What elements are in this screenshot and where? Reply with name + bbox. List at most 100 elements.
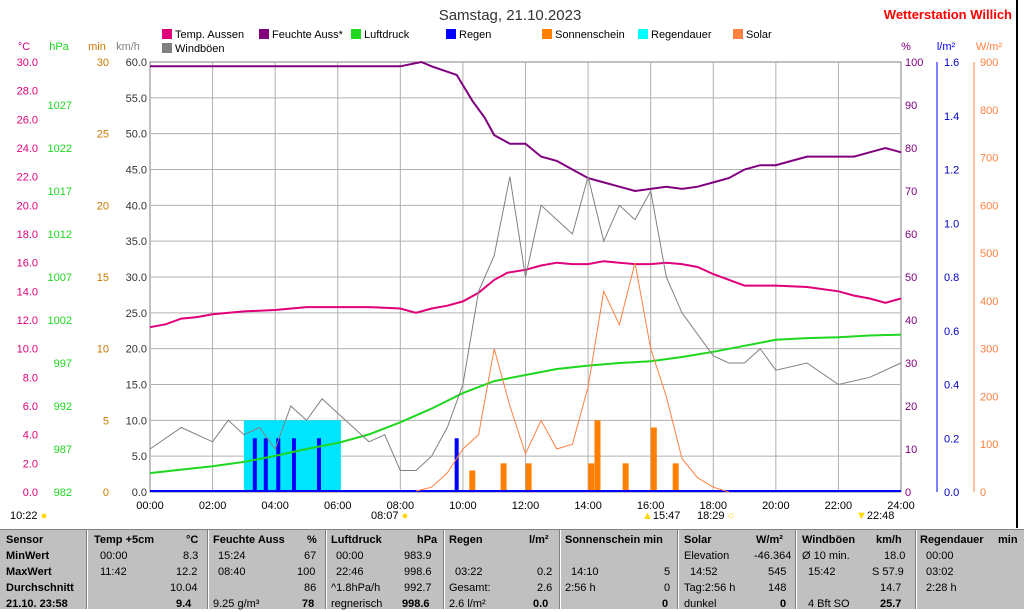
temp-tick-label: 28.0 [17,86,38,98]
x-tick-label: 02:00 [199,500,227,512]
temp-tick-label: 14.0 [17,286,38,298]
minutes-tick-label: 10 [97,344,109,356]
temp-tick-label: 22.0 [17,172,38,184]
wind-tick-label: 15.0 [126,380,147,392]
pressure-tick-label: 992 [54,401,72,413]
unit-percent: % [901,41,911,53]
pressure-tick-label: 987 [54,444,72,456]
legend-label: Regendauer [651,29,712,41]
temp-tick-label: 6.0 [23,401,38,413]
temp-tick-label: 2.0 [23,458,38,470]
wind-tick-label: 30.0 [126,272,147,284]
rain-bar [276,438,281,492]
temp-tick-label: 26.0 [17,114,38,126]
legend-swatch [542,29,552,39]
x-tick-label: 12:00 [512,500,540,512]
table-header: Sensor Temp +5cm °C Feuchte Auss % Luftd… [6,534,1018,546]
wind-gust-line [149,176,902,471]
legend-swatch [638,29,648,39]
wind-tick-label: 55.0 [126,93,147,105]
legend-swatch [351,29,361,39]
rain-tick-label: 0.2 [944,433,959,445]
x-tick-label: 00:00 [136,500,164,512]
chart: 00:00 02:00 04:00 06:00 08:00 10:00 12:00 14:00… [16,0,1018,528]
legend-label: Temp. Aussen [175,29,244,41]
rain-tick-label: 0.0 [944,487,959,499]
x-tick-label: 24:00 [887,500,915,512]
unit-minutes: min [88,41,106,53]
humidity-tick-label: 0 [905,487,911,499]
temp-tick-label: 12.0 [17,315,38,327]
wind-tick-label: 40.0 [126,200,147,212]
temp-tick-label: 8.0 [23,372,38,384]
table-row-current: 21.10. 23:58 9.4 9.25 g/m³ 78 regnerisch… [6,598,902,610]
solar-line [415,262,730,493]
x-tick-label: 20:00 [762,500,790,512]
solar-tick-label: 800 [980,105,998,117]
sunshine-bar [594,420,601,492]
x-tick-label: 14:00 [574,500,602,512]
pressure-tick-label: 1002 [48,315,72,327]
table-row-min: MinWert 00:00 8.3 15:24 67 00:00 983.9 E… [6,550,954,562]
temp-line [149,260,902,329]
legend-label: Windböen [175,43,225,55]
legend-label: Sonnenschein [555,29,625,41]
humidity-tick-label: 60 [905,229,917,241]
legend-swatch [162,29,172,39]
minutes-tick-label: 20 [97,200,109,212]
sunshine-bar [588,463,595,492]
sunshine-bar [672,463,679,492]
lines [149,60,902,493]
rain-tick-label: 1.4 [944,111,959,123]
rain-tick-label: 0.6 [944,326,959,338]
legend-swatch [162,43,172,53]
humidity-tick-label: 20 [905,401,917,413]
rain-tick-label: 1.6 [944,57,959,69]
legend-label: Luftdruck [364,29,410,41]
wind-tick-label: 20.0 [126,344,147,356]
solar-tick-label: 0 [980,487,986,499]
temp-tick-label: 20.0 [17,200,38,212]
rain-tick-label: 0.8 [944,272,959,284]
sunshine-bar [469,470,476,492]
sunrise-marker: 08:07 ● [371,510,409,522]
bars [150,420,901,492]
legend-swatch [446,29,456,39]
axes: 00:00 02:00 04:00 06:00 08:00 10:00 12:00 14:00… [17,0,1018,528]
solar-tick-label: 100 [980,439,998,451]
pressure-tick-label: 1007 [48,272,72,284]
rain-tick-label: 1.2 [944,165,959,177]
humidity-tick-label: 70 [905,186,917,198]
solar-tick-label: 300 [980,344,998,356]
unit-pressure: hPa [49,41,69,53]
x-tick-label: 18:00 [699,500,727,512]
station-name: Wetterstation Willich [884,7,1012,22]
x-tick-label: 04:00 [261,500,289,512]
temp-tick-label: 30.0 [17,57,38,69]
solar-tick-label: 900 [980,57,998,69]
sunshine-bar [525,463,532,492]
humidity-line [150,60,902,193]
now-marker: 10:22 ● [10,510,48,522]
wind-tick-label: 35.0 [126,236,147,248]
x-tick-label: 16:00 [637,500,665,512]
humidity-tick-label: 90 [905,100,917,112]
humidity-tick-label: 50 [905,272,917,284]
chart-title: Samstag, 21.10.2023 [439,7,582,24]
solar-tick-label: 500 [980,248,998,260]
summary-table: Sensor Temp +5cm °C Feuchte Auss % Luftd… [0,529,1024,610]
wind-tick-label: 0.0 [132,487,147,499]
pressure-line [149,333,902,475]
rain-tick-label: 0.4 [944,380,959,392]
pressure-tick-label: 1012 [48,229,72,241]
sunshine-bar [650,427,657,492]
unit-temp: °C [18,41,30,53]
minutes-tick-label: 0 [103,487,109,499]
rain-bar [454,438,459,492]
rain-tick-label: 1.0 [944,218,959,230]
minutes-tick-label: 30 [97,57,109,69]
wind-tick-label: 5.0 [132,451,147,463]
wind-tick-label: 60.0 [126,57,147,69]
legend-label: Regen [459,29,491,41]
humidity-tick-label: 100 [905,57,923,69]
